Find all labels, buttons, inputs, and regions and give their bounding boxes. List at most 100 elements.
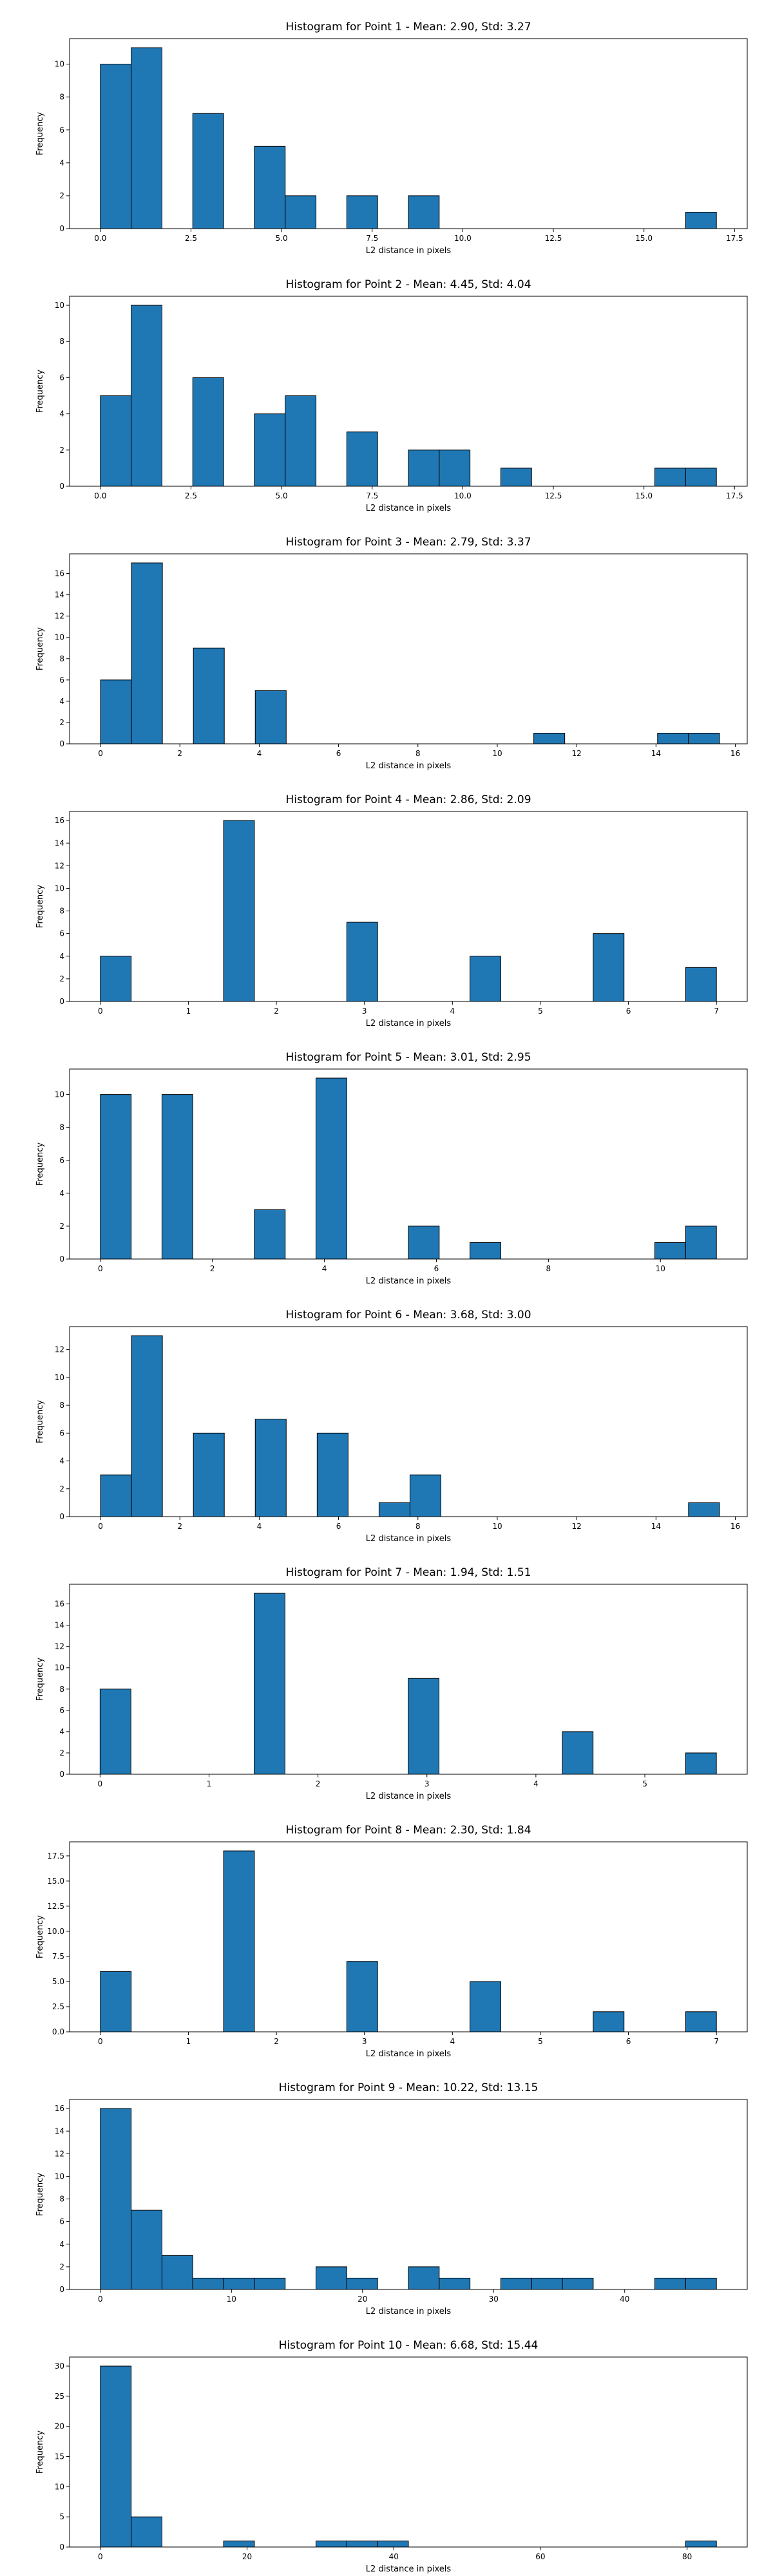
chart-title: Histogram for Point 9 - Mean: 10.22, Std… (279, 2081, 539, 2094)
x-tick-label: 3 (362, 2037, 367, 2046)
x-tick-label: 4 (450, 1007, 455, 1016)
x-axis-label: L2 distance in pixels (366, 2307, 452, 2316)
y-tick-label: 2 (59, 191, 64, 200)
x-tick-label: 14 (651, 749, 661, 758)
plot-frame (69, 1326, 748, 1517)
histogram-bar (685, 967, 717, 1002)
y-tick-label: 4 (59, 952, 64, 961)
y-tick-label: 2 (59, 2262, 64, 2271)
x-tick-label: 5.0 (276, 234, 288, 243)
histogram-bar (100, 64, 132, 229)
histogram-bar (500, 2277, 532, 2290)
x-axis-label: L2 distance in pixels (366, 504, 452, 513)
y-axis-label: Frequency (35, 1400, 45, 1443)
plot-frame (69, 1584, 748, 1775)
histogram-bar (131, 305, 162, 487)
y-tick-label: 12 (55, 861, 64, 870)
chart-title: Histogram for Point 2 - Mean: 4.45, Std:… (285, 278, 531, 291)
y-tick-label: 0 (59, 739, 64, 748)
y-tick-label: 6 (59, 929, 64, 938)
histogram-bar (254, 2277, 286, 2290)
x-tick-label: 4 (450, 2037, 455, 2046)
chart-title: Histogram for Point 10 - Mean: 6.68, Std… (279, 2339, 539, 2352)
histogram-bar (688, 732, 720, 744)
chart-title: Histogram for Point 5 - Mean: 3.01, Std:… (285, 1051, 531, 1064)
histogram-panel-2: Histogram for Point 2 - Mean: 4.45, Std:… (35, 278, 748, 513)
histogram-bar (500, 468, 532, 487)
x-tick-label: 5 (642, 1779, 647, 1788)
y-tick-label: 12.5 (47, 1902, 64, 1911)
y-axis-label: Frequency (35, 885, 45, 928)
x-tick-label: 7 (714, 1007, 719, 1016)
y-tick-label: 25 (55, 2392, 64, 2401)
y-tick-label: 6 (59, 1428, 64, 1437)
histogram-bar (223, 2541, 255, 2548)
y-tick-label: 0 (59, 1512, 64, 1521)
histogram-bar (408, 1226, 440, 1260)
histogram-bar (100, 1474, 132, 1517)
histogram-bar (562, 1731, 594, 1775)
y-tick-label: 8 (59, 337, 64, 346)
y-tick-label: 17.5 (47, 1852, 64, 1861)
y-tick-label: 16 (55, 816, 64, 825)
histogram-panel-5: Histogram for Point 5 - Mean: 3.01, Std:… (35, 1051, 748, 1286)
histogram-bar (161, 1094, 193, 1260)
y-tick-label: 10 (55, 1663, 64, 1672)
histogram-panel-6: Histogram for Point 6 - Mean: 3.68, Std:… (35, 1309, 748, 1544)
x-axis-label: L2 distance in pixels (366, 1276, 452, 1286)
x-tick-label: 1 (186, 1007, 191, 1016)
x-tick-label: 6 (336, 749, 341, 758)
plot-frame (69, 1841, 748, 2032)
histogram-bar (685, 2277, 717, 2290)
histogram-bar (439, 2277, 471, 2290)
x-tick-label: 12.5 (545, 234, 562, 243)
histogram-bar (100, 679, 132, 744)
x-tick-label: 2 (274, 1007, 279, 1016)
y-tick-label: 0 (59, 997, 64, 1006)
histogram-bar (657, 732, 689, 744)
chart-title: Histogram for Point 8 - Mean: 2.30, Std:… (285, 1824, 531, 1837)
y-tick-label: 12 (55, 612, 64, 621)
x-tick-label: 60 (535, 2552, 545, 2561)
x-tick-label: 1 (207, 1779, 212, 1788)
y-tick-label: 6 (59, 373, 64, 382)
y-tick-label: 14 (55, 2126, 64, 2136)
x-tick-label: 5 (538, 1007, 543, 1016)
chart-title: Histogram for Point 3 - Mean: 2.79, Std:… (285, 536, 531, 549)
y-tick-label: 0 (59, 482, 64, 491)
histogram-bar (685, 1226, 717, 1260)
histogram-bar (346, 195, 378, 229)
histogram-bar (131, 47, 162, 229)
x-tick-label: 2 (274, 2037, 279, 2046)
histogram-bar (346, 922, 378, 1002)
histogram-bar (470, 956, 501, 1002)
x-tick-label: 3 (425, 1779, 430, 1788)
y-tick-label: 10 (55, 633, 64, 642)
histogram-bar (192, 113, 224, 229)
histogram-bar (316, 1432, 348, 1517)
y-tick-label: 4 (59, 1727, 64, 1736)
y-tick-label: 10.0 (47, 1927, 64, 1936)
histogram-panel-10: Histogram for Point 10 - Mean: 6.68, Std… (35, 2339, 748, 2574)
histogram-bar (161, 2255, 193, 2290)
histogram-bar (685, 2011, 717, 2032)
y-axis-label: Frequency (35, 2430, 45, 2474)
y-tick-label: 8 (59, 2195, 64, 2204)
y-tick-label: 15.0 (47, 1877, 64, 1886)
histogram-bar (192, 377, 224, 487)
x-tick-label: 3 (362, 1007, 367, 1016)
x-tick-label: 0 (98, 749, 103, 758)
histogram-bar (100, 956, 132, 1002)
x-tick-label: 0.0 (94, 234, 106, 243)
x-tick-label: 0 (98, 1007, 103, 1016)
x-tick-label: 15.0 (635, 491, 653, 500)
x-tick-label: 2 (210, 1264, 215, 1273)
plot-frame (69, 553, 748, 744)
y-tick-label: 10 (55, 2482, 64, 2491)
y-tick-label: 14 (55, 838, 64, 848)
y-tick-label: 14 (55, 591, 64, 600)
histogram-bar (223, 820, 255, 1002)
histogram-bar (100, 2108, 132, 2290)
x-tick-label: 12.5 (545, 491, 562, 500)
x-tick-label: 6 (626, 2037, 631, 2046)
